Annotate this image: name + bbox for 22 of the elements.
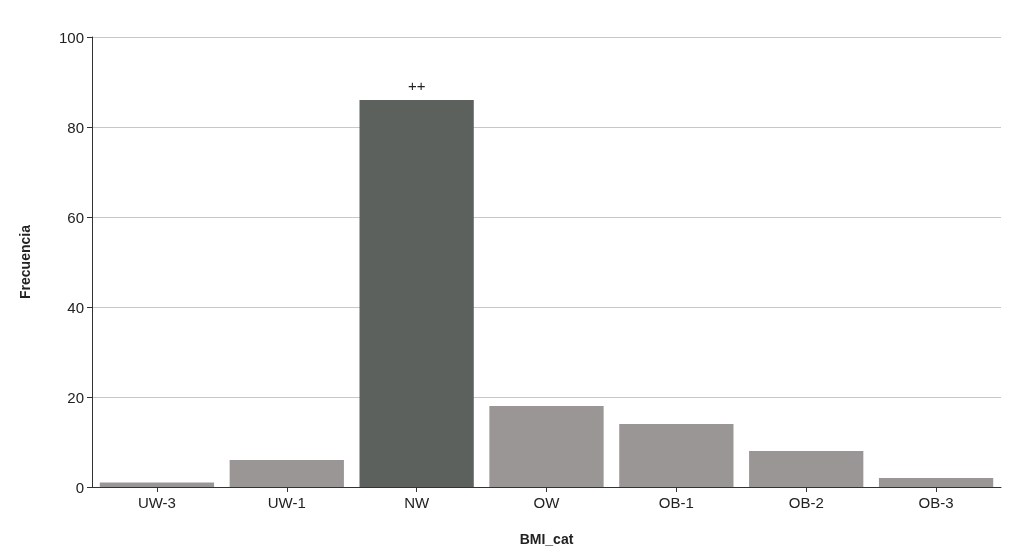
bar xyxy=(359,100,474,487)
x-tick-label: OW xyxy=(533,494,561,511)
x-tick-label: UW-1 xyxy=(267,494,306,511)
bar xyxy=(749,451,864,487)
x-axis-title: BMI_cat xyxy=(519,531,574,547)
x-tick-label: OB-2 xyxy=(788,494,824,511)
y-axis-title: Frecuencia xyxy=(17,224,33,299)
bar xyxy=(878,478,994,487)
y-tick-label: 40 xyxy=(67,298,84,316)
y-tick-label: 20 xyxy=(67,388,84,406)
y-tick-label: 60 xyxy=(67,208,84,226)
y-tick-label: 0 xyxy=(75,478,84,496)
x-tick-label: OB-1 xyxy=(658,494,694,511)
annotation: ++ xyxy=(407,77,426,94)
y-tick-label: 80 xyxy=(67,118,84,136)
x-tick-label: OB-3 xyxy=(918,494,954,511)
bar xyxy=(229,460,344,487)
bar xyxy=(489,406,604,487)
x-tick-label: UW-3 xyxy=(137,494,176,511)
bar xyxy=(619,424,734,487)
y-tick-label: 100 xyxy=(58,28,84,46)
x-tick-label: NW xyxy=(404,494,430,511)
